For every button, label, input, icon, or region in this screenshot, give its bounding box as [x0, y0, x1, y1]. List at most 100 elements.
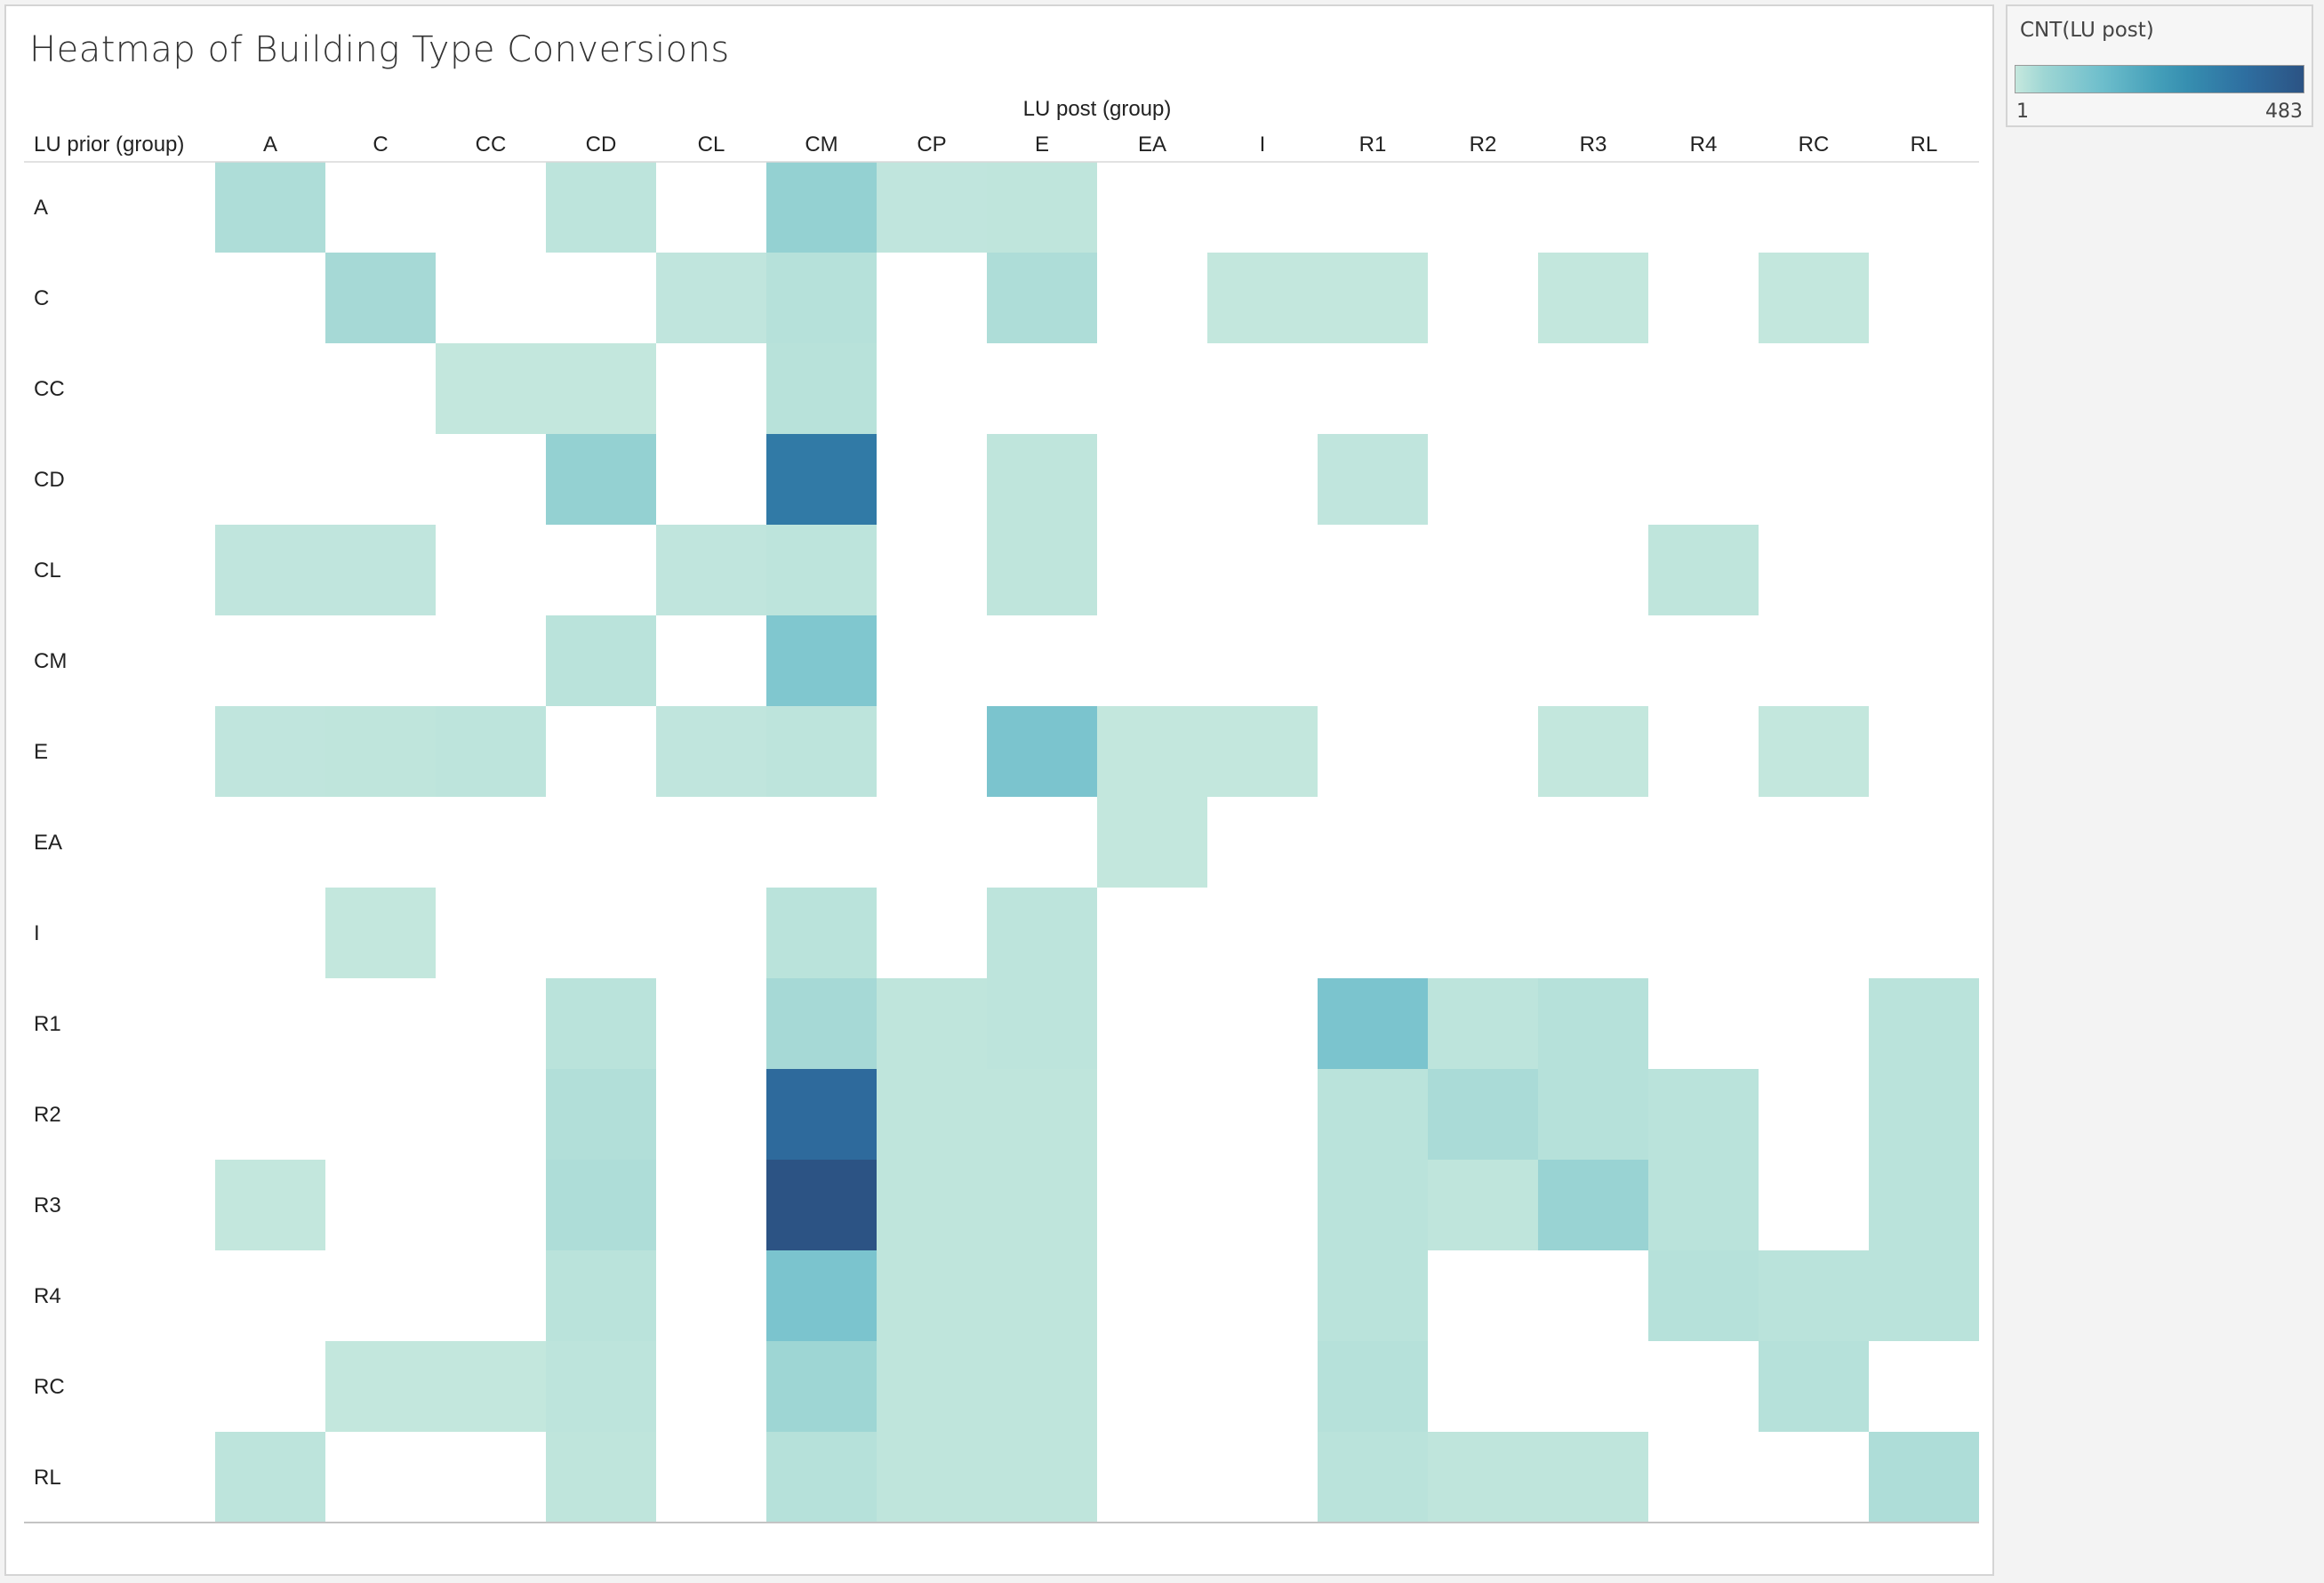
heatmap-cell[interactable] — [215, 1160, 325, 1250]
heatmap-cell[interactable] — [987, 1160, 1097, 1250]
heatmap-cell[interactable] — [1318, 1250, 1428, 1341]
heatmap-cell[interactable] — [766, 615, 877, 706]
heatmap-cell[interactable] — [436, 1341, 546, 1432]
heatmap-cell[interactable] — [1648, 1160, 1759, 1250]
heatmap-cell[interactable] — [436, 706, 546, 797]
heatmap-cell[interactable] — [1869, 1069, 1979, 1160]
heatmap-cell[interactable] — [1428, 1160, 1538, 1250]
heatmap-cell[interactable] — [546, 1250, 656, 1341]
heatmap-cell[interactable] — [325, 525, 436, 615]
x-tick-label: R1 — [1359, 133, 1387, 157]
heatmap-cell[interactable] — [766, 525, 877, 615]
heatmap-cell[interactable] — [546, 1069, 656, 1160]
heatmap-cell[interactable] — [877, 978, 987, 1069]
heatmap-cell[interactable] — [1538, 1069, 1648, 1160]
heatmap-cell[interactable] — [1428, 1069, 1538, 1160]
heatmap-cell[interactable] — [1869, 1250, 1979, 1341]
heatmap-cell[interactable] — [1538, 1432, 1648, 1523]
heatmap-cell[interactable] — [987, 1250, 1097, 1341]
heatmap-cell[interactable] — [546, 615, 656, 706]
heatmap-cell[interactable] — [1648, 525, 1759, 615]
heatmap-cell[interactable] — [325, 706, 436, 797]
heatmap-cell[interactable] — [987, 1341, 1097, 1432]
heatmap-cell[interactable] — [1759, 706, 1869, 797]
heatmap-cell[interactable] — [546, 162, 656, 253]
heatmap-cell[interactable] — [877, 1432, 987, 1523]
heatmap-cell[interactable] — [1318, 1069, 1428, 1160]
heatmap-cell[interactable] — [877, 1341, 987, 1432]
heatmap-cell[interactable] — [656, 706, 766, 797]
heatmap-cell[interactable] — [215, 1432, 325, 1523]
heatmap-cell[interactable] — [656, 525, 766, 615]
heatmap-cell[interactable] — [1869, 1432, 1979, 1523]
heatmap-cell[interactable] — [1207, 253, 1318, 343]
heatmap-cell[interactable] — [1759, 1250, 1869, 1341]
heatmap-cell[interactable] — [766, 888, 877, 978]
heatmap-cell[interactable] — [1207, 706, 1318, 797]
heatmap-cell[interactable] — [215, 525, 325, 615]
y-tick-label: C — [34, 286, 49, 310]
heatmap-cell[interactable] — [1318, 434, 1428, 525]
heatmap-cell[interactable] — [987, 888, 1097, 978]
heatmap-cell[interactable] — [987, 1069, 1097, 1160]
heatmap-cell[interactable] — [987, 978, 1097, 1069]
heatmap-cell[interactable] — [877, 1069, 987, 1160]
heatmap-cell[interactable] — [1428, 978, 1538, 1069]
color-legend[interactable]: CNT(LU post) 1 483 — [2006, 4, 2313, 127]
heatmap-cell[interactable] — [1759, 1341, 1869, 1432]
heatmap-cell[interactable] — [766, 978, 877, 1069]
heatmap-cell[interactable] — [1869, 978, 1979, 1069]
heatmap-cell[interactable] — [766, 706, 877, 797]
heatmap-cell[interactable] — [1648, 1250, 1759, 1341]
heatmap-cell[interactable] — [987, 434, 1097, 525]
heatmap-cell[interactable] — [546, 978, 656, 1069]
heatmap-cell[interactable] — [1318, 1432, 1428, 1523]
heatmap-cell[interactable] — [987, 1432, 1097, 1523]
heatmap-cell[interactable] — [215, 162, 325, 253]
heatmap-cell[interactable] — [656, 253, 766, 343]
heatmap-cell[interactable] — [546, 343, 656, 434]
heatmap-cell[interactable] — [546, 1341, 656, 1432]
heatmap-cell[interactable] — [1538, 978, 1648, 1069]
heatmap-cell[interactable] — [1869, 1160, 1979, 1250]
heatmap-cell[interactable] — [987, 162, 1097, 253]
heatmap-cell[interactable] — [766, 253, 877, 343]
heatmap-cell[interactable] — [987, 706, 1097, 797]
heatmap-cell[interactable] — [766, 434, 877, 525]
heatmap-cell[interactable] — [877, 1160, 987, 1250]
heatmap-cell[interactable] — [1538, 706, 1648, 797]
heatmap-cell[interactable] — [215, 706, 325, 797]
heatmap-cell[interactable] — [325, 253, 436, 343]
heatmap-cell[interactable] — [1538, 1160, 1648, 1250]
heatmap-cell[interactable] — [877, 1250, 987, 1341]
heatmap-cell[interactable] — [1538, 253, 1648, 343]
heatmap-cell[interactable] — [546, 1432, 656, 1523]
heatmap-cell[interactable] — [1428, 1432, 1538, 1523]
heatmap-cell[interactable] — [325, 888, 436, 978]
heatmap-cell[interactable] — [1318, 253, 1428, 343]
heatmap-cell[interactable] — [1318, 978, 1428, 1069]
heatmap-cell[interactable] — [1318, 1160, 1428, 1250]
heatmap-cell[interactable] — [766, 343, 877, 434]
heatmap-cell[interactable] — [987, 525, 1097, 615]
heatmap-cell[interactable] — [766, 162, 877, 253]
heatmap-cell[interactable] — [766, 1341, 877, 1432]
heatmap-cell[interactable] — [546, 434, 656, 525]
heatmap-cell[interactable] — [766, 1069, 877, 1160]
heatmap-cell[interactable] — [766, 1160, 877, 1250]
heatmap-cell[interactable] — [877, 162, 987, 253]
x-tick-label: EA — [1138, 133, 1166, 157]
heatmap-cell[interactable] — [766, 1250, 877, 1341]
x-tick-label: A — [263, 133, 277, 157]
heatmap-cell[interactable] — [1759, 253, 1869, 343]
heatmap-cell[interactable] — [546, 1160, 656, 1250]
heatmap-cell[interactable] — [1318, 1341, 1428, 1432]
x-tick-label: R3 — [1580, 133, 1607, 157]
heatmap-cell[interactable] — [1097, 706, 1207, 797]
heatmap-cell[interactable] — [1097, 797, 1207, 888]
heatmap-cell[interactable] — [325, 1341, 436, 1432]
heatmap-cell[interactable] — [1648, 1069, 1759, 1160]
heatmap-cell[interactable] — [987, 253, 1097, 343]
heatmap-cell[interactable] — [766, 1432, 877, 1523]
heatmap-cell[interactable] — [436, 343, 546, 434]
